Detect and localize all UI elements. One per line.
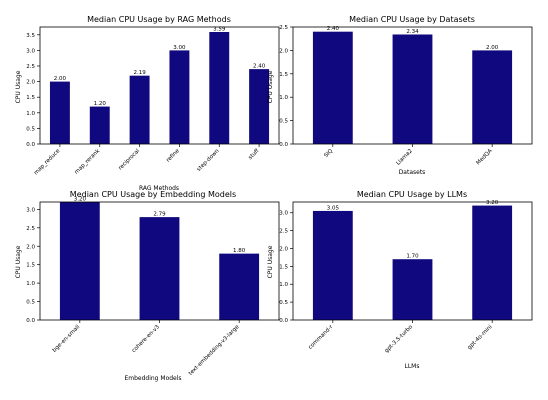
data-label: 2.40 [327,26,340,32]
x-tick-label: step-down [196,148,221,173]
data-label: 3.59 [213,26,226,32]
y-tick-label: 3.0 [26,207,35,213]
y-tick-label: 1.5 [279,72,288,78]
x-tick-label: Llama2 [395,148,414,167]
x-axis-label: Datasets [399,169,426,176]
data-label: 2.79 [153,212,166,218]
y-tick-label: 0.5 [26,126,35,132]
y-tick-label: 2.0 [279,48,288,54]
y-tick-label: 2.0 [279,246,288,252]
chart-title: Median CPU Usage by LLMs [357,190,467,199]
panel-llms: Median CPU Usage by LLMs LLMs CPU Usage … [267,190,533,370]
y-axis-label: CPU Usage [267,245,274,278]
y-tick-label: 0.0 [279,318,288,324]
x-axis-label: LLMs [405,363,420,370]
y-tick-label: 2.5 [26,226,35,232]
data-label: 3.20 [74,197,87,203]
y-tick-label: 1.0 [279,95,288,101]
x-tick-label: stuff [248,148,261,161]
y-tick-label: 1.0 [26,281,35,287]
y-tick-label: 3.0 [26,48,35,54]
bar [89,106,110,144]
y-tick-label: 2.0 [26,244,35,250]
bar [392,34,433,144]
chart-title: Median CPU Usage by Embedding Models [70,190,236,199]
y-axis-label: CPU Usage [15,245,22,278]
panel-rag-methods: Median CPU Usage by RAG Methods RAG Meth… [15,15,280,192]
y-tick-label: 0.0 [26,318,35,324]
data-label: 2.00 [486,45,499,51]
bar [169,50,190,144]
data-label: 3.20 [486,200,499,206]
data-label: 1.70 [406,254,419,260]
panel-datasets: Median CPU Usage by Datasets Datasets CP… [267,15,533,176]
x-tick-label: gpt-3.5-turbo [384,324,415,355]
plot-frame [39,26,280,145]
y-tick-label: 3.5 [26,33,35,39]
x-tick-label: bge-en-small [52,324,82,354]
y-tick-label: 1.0 [26,111,35,117]
data-label: 3.05 [327,205,340,211]
x-tick-label: command-r [308,324,335,351]
y-axis-label: CPU Usage [15,70,22,103]
x-tick-label: text-embedding-v3-large [188,324,241,377]
bar [312,210,353,320]
x-axis-label: Embedding Models [124,375,181,382]
bar [139,217,180,320]
chart-title: Median CPU Usage by RAG Methods [87,15,231,24]
y-tick-label: 2.0 [26,80,35,86]
y-tick-label: 0.0 [279,142,288,148]
y-tick-label: 1.0 [279,282,288,288]
x-axis-label: RAG Methods [139,185,179,192]
y-tick-label: 3.0 [279,211,288,217]
data-label: 3.00 [173,45,186,51]
y-tick-label: 0.0 [26,142,35,148]
data-label: 1.80 [233,248,246,254]
panel-embedding-models: Median CPU Usage by Embedding Models Emb… [15,190,280,382]
data-label: 2.19 [133,70,146,76]
y-tick-label: 2.5 [279,229,288,235]
x-tick-label: gpt-4o-mini [467,324,494,351]
bar [472,50,513,144]
y-tick-label: 1.5 [279,264,288,270]
y-tick-label: 0.5 [26,300,35,306]
y-tick-label: 1.5 [26,95,35,101]
x-tick-label: refine [165,148,181,164]
x-tick-label: map_reduce [33,148,62,177]
bar [209,31,230,145]
y-tick-label: 0.5 [279,300,288,306]
chart-title: Median CPU Usage by Datasets [349,15,475,24]
bar [249,69,270,144]
data-label: 2.00 [54,76,67,82]
y-tick-label: 1.5 [26,263,35,269]
x-tick-label: SIQ [323,148,334,159]
bar [59,202,100,320]
data-label: 2.40 [253,64,266,70]
data-label: 1.20 [94,101,107,107]
x-tick-label: cohere-en-v3 [131,324,161,354]
bar [219,253,260,321]
x-tick-label: MedQA [475,148,493,166]
x-tick-label: map_rerank [74,148,102,176]
y-tick-label: 2.5 [26,64,35,70]
bar [129,75,150,144]
bar [392,259,433,320]
x-tick-label: reciprocal [118,148,142,172]
y-axis-label: CPU Usage [267,70,274,103]
data-label: 2.34 [406,29,419,35]
bar [49,81,70,144]
y-tick-label: 0.5 [279,119,288,125]
bar [472,205,513,320]
y-tick-label: 2.5 [279,25,288,31]
bar [312,31,353,144]
